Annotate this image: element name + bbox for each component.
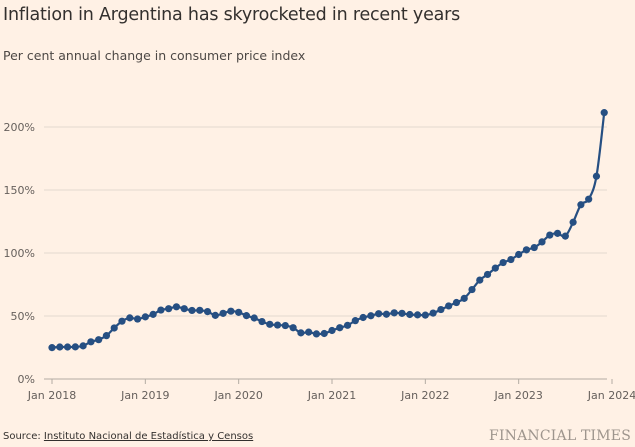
source-note: Source: Instituto Nacional de Estadístic… [3,431,253,442]
data-point [110,324,118,332]
y-tick-label: 150% [4,184,35,197]
data-point [336,324,344,332]
ft-logo: FINANCIAL TIMES [489,428,631,444]
data-point [250,314,258,322]
data-point [141,313,149,321]
x-tick-label: Jan 2018 [27,389,76,402]
x-tick-label: Jan 2020 [213,389,262,402]
x-tick-label: Jan 2023 [493,389,542,402]
data-point [592,172,601,180]
data-point [126,314,134,322]
data-point [538,238,546,246]
data-point [429,309,437,317]
data-point [211,311,219,319]
data-point [460,294,468,302]
data-point [351,317,359,325]
y-tick-label: 0% [18,373,35,386]
y-axis: 0% 50% 100% 150% 200% [4,121,35,386]
data-point [297,329,305,337]
data-point [515,250,523,259]
data-point [203,307,212,316]
data-point [48,344,56,352]
data-point [390,309,398,317]
data-point [375,310,383,318]
data-point [63,343,72,351]
data-point [561,232,569,240]
data-point [445,302,453,310]
data-point [235,308,243,316]
y-tick-label: 200% [4,121,35,134]
data-point [157,306,165,314]
data-point [367,312,375,320]
data-point [522,246,531,254]
x-tick-label: Jan 2021 [307,389,356,402]
data-point [196,306,204,314]
data-point [507,255,515,264]
chart-subtitle: Per cent annual change in consumer price… [3,48,306,63]
x-axis: Jan 2018 Jan 2019 Jan 2020 Jan 2021 Jan 2022… [27,378,635,402]
data-point [273,321,282,329]
data-point [476,276,484,284]
data-point [305,328,313,336]
data-point [281,321,289,330]
gridlines [44,126,607,317]
data-point [413,311,422,319]
x-tick-label: Jan 2019 [120,389,169,402]
data-point [553,229,562,237]
data-point [398,309,406,317]
data-point [118,317,126,325]
data-point [499,258,507,267]
data-point [79,342,87,350]
data-point [95,336,103,344]
y-tick-label: 50% [11,310,35,323]
data-point [258,317,266,326]
line-chart: 0%50%100%150%200% Jan 2018 Jan 2019 Jan 20… [4,109,635,402]
data-point [87,338,95,346]
data-point [320,329,328,338]
data-point [266,320,274,328]
data-point [180,305,188,313]
data-points [48,109,608,352]
source-prefix: Source: [3,431,44,442]
x-tick-label: Jan 2024 [587,389,635,402]
data-point [328,326,336,335]
data-point [102,332,111,340]
data-point [585,195,593,203]
data-point [577,201,585,209]
data-point [343,321,352,329]
data-point [172,303,181,311]
data-point [312,330,321,338]
data-point [71,343,79,351]
data-point [452,298,461,307]
data-point [491,264,499,272]
data-point [600,109,608,117]
data-point [437,305,445,314]
data-point [133,315,142,323]
data-point [421,311,429,319]
data-point [530,243,538,252]
data-point [289,324,297,332]
data-point [227,307,235,315]
series-line [51,112,606,349]
data-point [219,309,227,317]
chart-title: Inflation in Argentina has skyrocketed i… [3,5,461,25]
data-point [242,312,251,320]
data-point [188,306,196,315]
data-point [382,310,391,318]
data-point [149,310,157,318]
x-tick-label: Jan 2022 [400,389,449,402]
data-point [406,310,414,319]
y-tick-label: 100% [4,247,35,260]
data-point [165,305,173,313]
data-point [359,313,367,322]
data-point [546,231,554,239]
data-point [569,218,577,226]
data-point [56,343,64,351]
data-point [483,270,492,279]
data-point [468,285,476,294]
source-link[interactable]: Instituto Nacional de Estadística y Cens… [43,431,254,442]
